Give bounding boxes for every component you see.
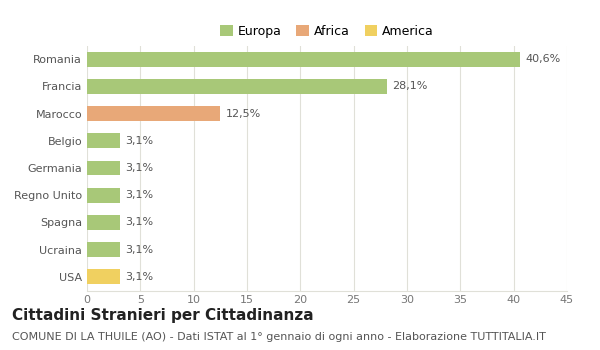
Bar bbox=[87, 188, 120, 203]
Legend: Europa, Africa, America: Europa, Africa, America bbox=[215, 20, 439, 43]
Bar bbox=[87, 242, 120, 257]
Bar bbox=[87, 79, 387, 94]
Bar bbox=[87, 106, 220, 121]
Text: 40,6%: 40,6% bbox=[526, 54, 560, 64]
Text: 3,1%: 3,1% bbox=[125, 272, 154, 282]
Text: 12,5%: 12,5% bbox=[226, 108, 261, 119]
Bar bbox=[87, 215, 120, 230]
Bar bbox=[87, 270, 120, 284]
Bar bbox=[87, 161, 120, 175]
Text: COMUNE DI LA THUILE (AO) - Dati ISTAT al 1° gennaio di ogni anno - Elaborazione : COMUNE DI LA THUILE (AO) - Dati ISTAT al… bbox=[12, 332, 546, 343]
Text: 3,1%: 3,1% bbox=[125, 245, 154, 255]
Text: 3,1%: 3,1% bbox=[125, 217, 154, 228]
Bar bbox=[87, 133, 120, 148]
Text: 28,1%: 28,1% bbox=[392, 81, 427, 91]
Bar bbox=[87, 51, 520, 66]
Text: 3,1%: 3,1% bbox=[125, 136, 154, 146]
Text: 3,1%: 3,1% bbox=[125, 190, 154, 200]
Text: 3,1%: 3,1% bbox=[125, 163, 154, 173]
Text: Cittadini Stranieri per Cittadinanza: Cittadini Stranieri per Cittadinanza bbox=[12, 308, 314, 323]
